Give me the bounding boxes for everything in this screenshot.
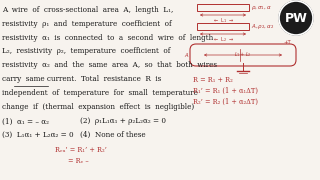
Text: independent  of  temperature  for  small  temperature: independent of temperature for small tem… [2, 89, 198, 97]
Text: $L_1 + L_2$: $L_1 + L_2$ [234, 51, 252, 59]
Text: Rₑᵤ’ = R₁’ + R₂’: Rₑᵤ’ = R₁’ + R₂’ [55, 146, 107, 154]
Text: resistivity  ρ₁  and  temperature  coefficient  of: resistivity ρ₁ and temperature coefficie… [2, 20, 172, 28]
Text: $\leftarrow$ L$_2$ $\rightarrow$: $\leftarrow$ L$_2$ $\rightarrow$ [212, 35, 234, 44]
Bar [197, 23, 249, 30]
Text: A  wire  of  cross-sectional  area  A,  length  L₁,: A wire of cross-sectional area A, length… [2, 6, 173, 14]
Text: R = R₁ + R₂: R = R₁ + R₂ [193, 76, 233, 84]
Text: L₂,  resistivity  ρ₂,  temperature  coefficient  of: L₂, resistivity ρ₂, temperature coeffici… [2, 47, 170, 55]
Text: +T: +T [283, 40, 291, 45]
Text: carry  same current.  Total  resistance  R  is: carry same current. Total resistance R i… [2, 75, 161, 83]
Text: PW: PW [284, 12, 308, 24]
Text: (1)  α₁ = – α₂: (1) α₁ = – α₂ [2, 117, 49, 125]
Text: (3)  L₁α₁ + L₂α₂ = 0: (3) L₁α₁ + L₂α₂ = 0 [2, 131, 74, 139]
Circle shape [279, 1, 313, 35]
Text: (4)  None of these: (4) None of these [80, 131, 146, 139]
Bar [197, 4, 249, 11]
Text: (2)  ρ₁L₁α₁ + ρ₂L₂α₂ = 0: (2) ρ₁L₁α₁ + ρ₂L₂α₂ = 0 [80, 117, 166, 125]
Text: R₂’ = R₂ (1 + α₂ΔT): R₂’ = R₂ (1 + α₂ΔT) [193, 98, 258, 106]
Text: R₁’ = R₁ (1 + α₁ΔT): R₁’ = R₁ (1 + α₁ΔT) [193, 87, 258, 95]
Text: resistivity  α₁  is  connected  to  a  second  wire  of  length: resistivity α₁ is connected to a second … [2, 34, 213, 42]
Text: change  if  (thermal  expansion  effect  is  negligible): change if (thermal expansion effect is n… [2, 103, 194, 111]
Text: $A$: $A$ [184, 51, 190, 59]
Text: = Rₑ –: = Rₑ – [68, 157, 89, 165]
Text: $\leftarrow$ L$_1$ $\rightarrow$: $\leftarrow$ L$_1$ $\rightarrow$ [212, 16, 234, 25]
Text: resistivity  α₂  and  the  same  area  A,  so  that  both  wires: resistivity α₂ and the same area A, so t… [2, 61, 217, 69]
Text: $A, \rho_2, \alpha_2$: $A, \rho_2, \alpha_2$ [251, 22, 275, 31]
Text: $\rho, \sigma_1, \alpha$: $\rho, \sigma_1, \alpha$ [251, 3, 272, 12]
